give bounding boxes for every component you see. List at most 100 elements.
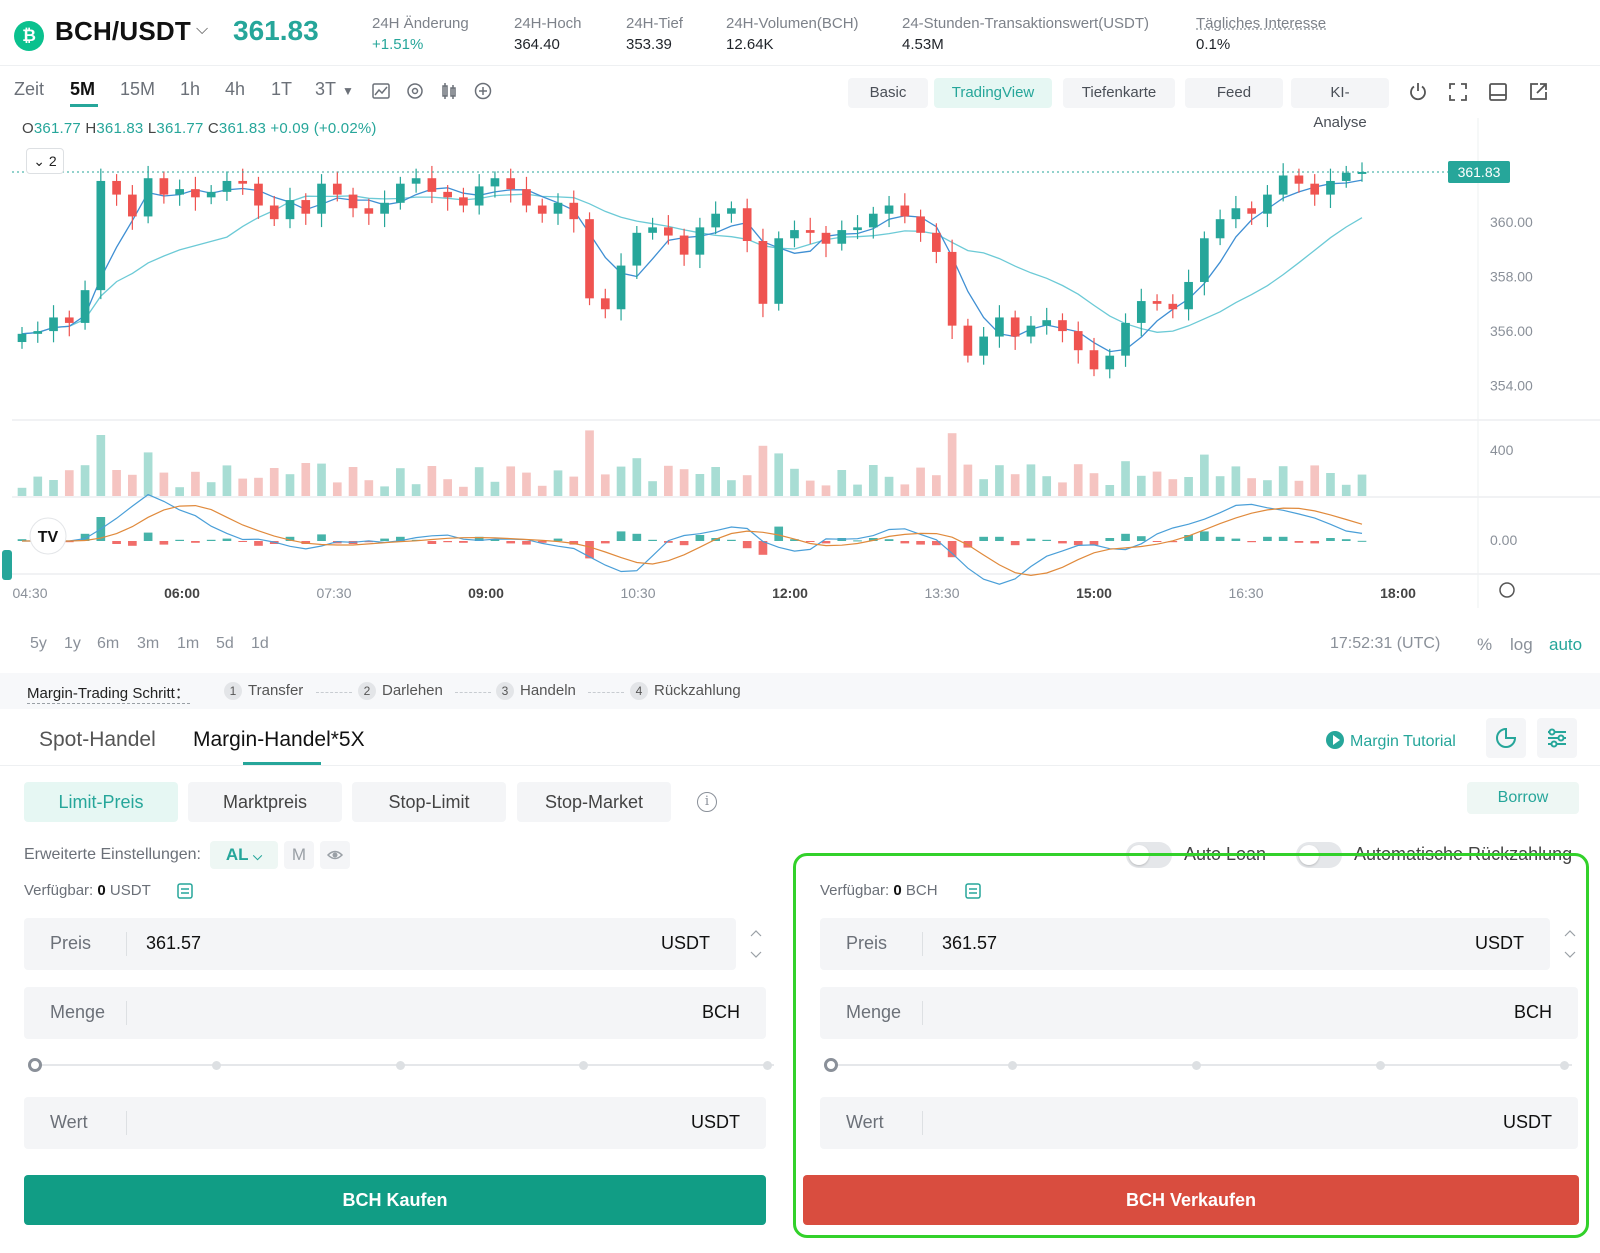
sell-button[interactable]: BCH Verkaufen	[803, 1175, 1579, 1225]
share-icon[interactable]	[1526, 80, 1550, 104]
volume-bar	[1073, 464, 1083, 496]
hide-button[interactable]	[320, 841, 350, 869]
add-indicator-icon[interactable]	[472, 80, 494, 102]
order-type-stop-limit[interactable]: Stop-Limit	[352, 782, 506, 822]
tf-4h[interactable]: 4h	[225, 79, 246, 99]
indicator-chart-icon[interactable]	[370, 80, 392, 102]
tab-margin-trading[interactable]: Margin-Handel*5X	[193, 728, 365, 751]
volume-bar	[1326, 473, 1335, 496]
sell-quantity-field[interactable]: Menge BCH	[820, 987, 1578, 1039]
volume-bar	[411, 484, 421, 496]
time-tick-label: 12:00	[772, 585, 808, 601]
tf-more-caret-icon[interactable]: ▼	[342, 84, 354, 98]
price-chart[interactable]: 360.00 358.00 356.00 354.00 400 0.00 04:30 06:0…	[0, 118, 1600, 628]
stat-daily-interest[interactable]: Tägliches Interesse 0.1%	[1196, 15, 1327, 53]
transfer-icon[interactable]	[176, 882, 194, 900]
volume-bar	[585, 430, 594, 496]
volume-bar	[490, 481, 500, 496]
view-basic[interactable]: Basic	[848, 78, 928, 108]
tf-5m[interactable]: 5M	[70, 79, 96, 99]
step-transfer[interactable]: 1 Transfer	[224, 682, 303, 700]
layout-icon[interactable]	[1486, 80, 1510, 104]
candle-body	[900, 205, 910, 217]
range-1m[interactable]: 1m	[177, 635, 200, 652]
preferences-button[interactable]	[1537, 718, 1577, 758]
buy-value-field[interactable]: Wert USDT	[24, 1097, 766, 1149]
margin-tutorial-link[interactable]: Margin Tutorial	[1326, 731, 1456, 751]
order-type-limit[interactable]: Limit-Preis	[24, 782, 178, 822]
scale-log[interactable]: log	[1510, 635, 1533, 654]
chevron-down-icon[interactable]: ⌵	[196, 21, 209, 38]
scale-auto[interactable]: auto	[1549, 635, 1583, 654]
order-type-stop-market[interactable]: Stop-Market	[517, 782, 671, 822]
macd-histogram-bar	[1058, 541, 1067, 544]
candle-style-icon[interactable]	[438, 80, 460, 102]
candle-body	[758, 241, 768, 304]
sell-price-input[interactable]: 361.57	[942, 933, 998, 953]
view-feed[interactable]: Feed	[1185, 78, 1283, 108]
macd-histogram-bar	[427, 541, 437, 544]
sell-value-field[interactable]: Wert USDT	[820, 1097, 1578, 1149]
m-button[interactable]: M	[284, 841, 314, 869]
tf-1h[interactable]: 1h	[180, 79, 201, 99]
power-icon[interactable]	[1406, 80, 1430, 104]
macd-histogram-bar	[679, 541, 689, 546]
transfer-icon[interactable]	[964, 882, 982, 900]
range-5y[interactable]: 5y	[30, 635, 47, 652]
view-depth-chart[interactable]: Tiefenkarte	[1063, 78, 1175, 108]
scale-percent[interactable]: %	[1477, 635, 1493, 654]
settings-gear-icon[interactable]	[404, 80, 426, 102]
candle-body	[175, 189, 184, 195]
tab-spot-trading[interactable]: Spot-Handel	[39, 728, 156, 751]
tf-15m[interactable]: 15M	[120, 79, 156, 99]
buy-amount-slider[interactable]	[28, 1055, 780, 1075]
buy-price-input[interactable]: 361.57	[146, 933, 202, 953]
buy-button[interactable]: BCH Kaufen	[24, 1175, 766, 1225]
step-trade[interactable]: 3 Handeln	[496, 682, 576, 700]
volume-bar	[64, 470, 74, 496]
candle-body	[821, 232, 831, 244]
al-dropdown[interactable]: AL ⌵	[210, 841, 278, 869]
sell-amount-slider[interactable]	[824, 1055, 1578, 1075]
macd-histogram-bar	[474, 536, 484, 541]
range-5d[interactable]: 5d	[216, 635, 234, 652]
collapse-indicators-button[interactable]: ⌄ 2	[26, 148, 64, 174]
view-ai-analysis[interactable]: KI-Analyse	[1291, 78, 1389, 131]
tf-1t[interactable]: 1T	[271, 79, 293, 99]
price-stepper-icon[interactable]	[746, 922, 766, 966]
pair-selector[interactable]: BCH/USDT	[55, 16, 191, 46]
range-1d[interactable]: 1d	[251, 635, 269, 652]
volume-bar	[522, 472, 531, 496]
step-repay[interactable]: 4 Rückzahlung	[630, 682, 741, 700]
volume-bar	[790, 468, 799, 496]
volume-bar	[1042, 476, 1052, 496]
volume-bar	[1294, 480, 1304, 496]
tf-3t[interactable]: 3T	[315, 79, 337, 99]
view-tradingview[interactable]: TradingView	[934, 78, 1052, 108]
borrow-button[interactable]: Borrow	[1467, 782, 1579, 814]
tradingview-logo-icon: TV	[38, 529, 59, 546]
buy-price-field[interactable]: Preis 361.57 USDT	[24, 918, 762, 970]
ohlc-readout: O361.77 H361.83 L361.77 C361.83 +0.09 (+…	[22, 120, 377, 137]
time-tick-label: 10:30	[620, 585, 655, 601]
price-stepper-icon[interactable]	[1560, 922, 1580, 966]
info-icon[interactable]: i	[697, 792, 717, 812]
fullscreen-icon[interactable]	[1446, 80, 1470, 104]
volume-bar	[916, 467, 925, 496]
moving-average-slow	[21, 193, 1363, 335]
step-loan[interactable]: 2 Darlehen	[358, 682, 443, 700]
volume-bar	[1341, 484, 1351, 496]
buy-quantity-field[interactable]: Menge BCH	[24, 987, 766, 1039]
tf-time[interactable]: Zeit	[14, 79, 45, 99]
candle-body	[553, 202, 563, 214]
slider-handle[interactable]	[824, 1058, 838, 1072]
sell-price-field[interactable]: Preis 361.57 USDT	[820, 918, 1576, 970]
candle-body	[1357, 171, 1367, 174]
macd-histogram-bar	[1089, 541, 1099, 546]
range-6m[interactable]: 6m	[97, 635, 120, 652]
slider-handle[interactable]	[28, 1058, 42, 1072]
range-3m[interactable]: 3m	[137, 635, 160, 652]
history-button[interactable]	[1486, 718, 1526, 758]
range-1y[interactable]: 1y	[64, 635, 81, 652]
order-type-market[interactable]: Marktpreis	[188, 782, 342, 822]
